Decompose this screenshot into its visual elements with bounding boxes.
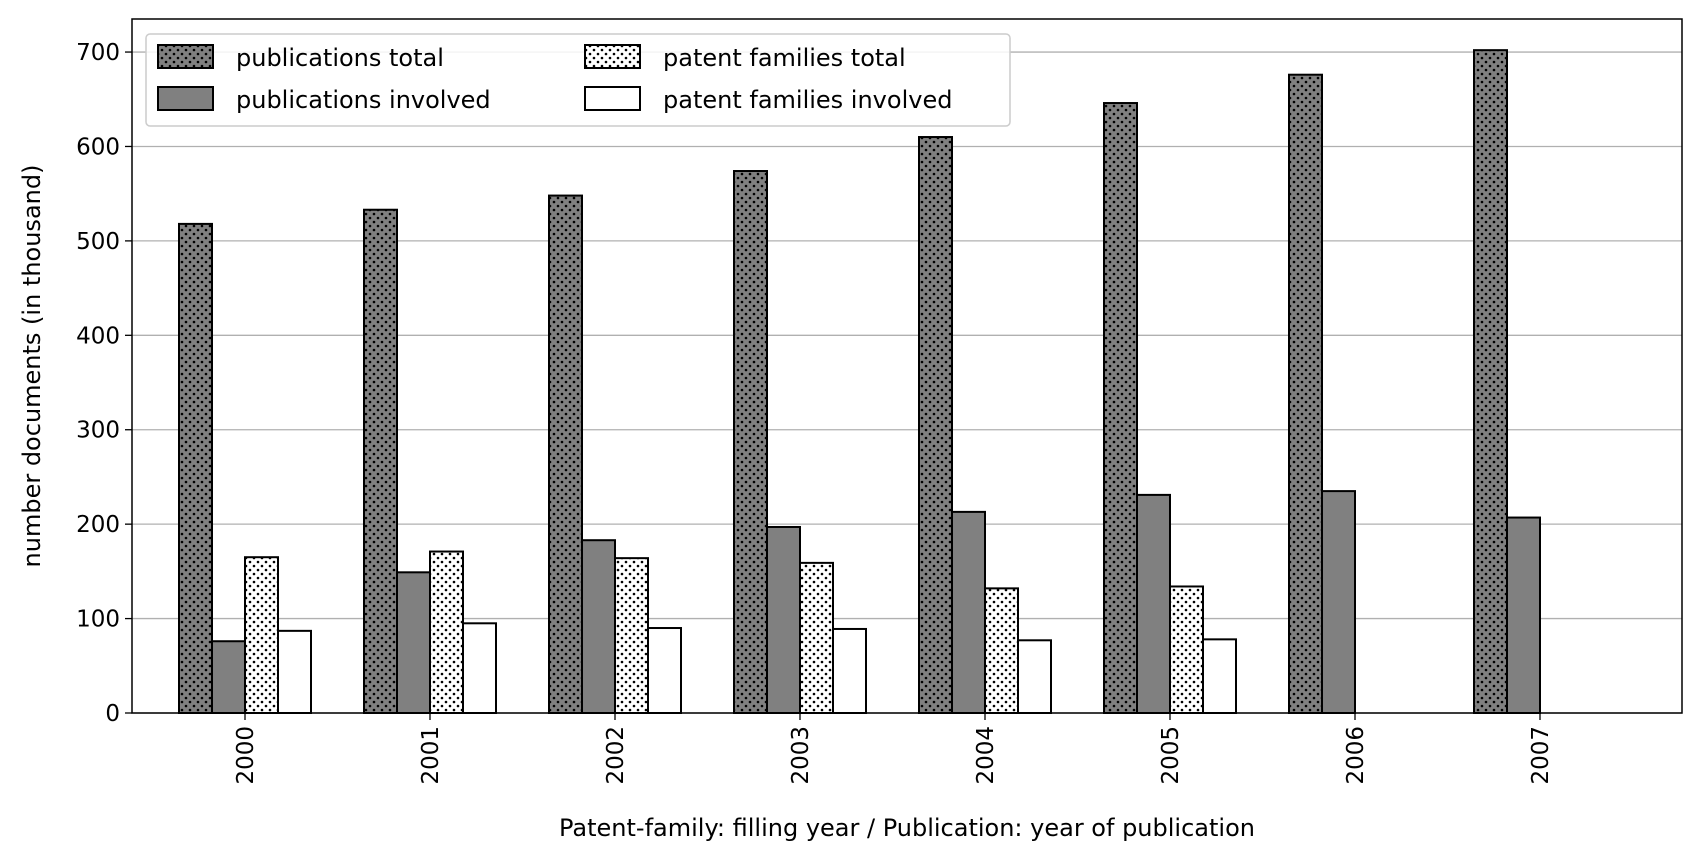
y-tick-label: 500 bbox=[76, 229, 120, 255]
bar-publications-total-2004 bbox=[919, 137, 952, 713]
bar-patent-families-involved-2002 bbox=[648, 628, 681, 713]
legend-label: publications involved bbox=[236, 86, 491, 114]
x-tick-label: 2004 bbox=[973, 726, 999, 785]
legend-label: publications total bbox=[236, 44, 444, 72]
x-axis: 2000 2001 2002 2003 2004 2005 2006 2007 bbox=[233, 713, 1554, 785]
y-tick-label: 0 bbox=[105, 701, 120, 727]
x-axis-label: Patent-family: filling year / Publicatio… bbox=[559, 814, 1255, 842]
bar-publications-involved-2001 bbox=[397, 572, 430, 713]
bar-publications-involved-2002 bbox=[582, 540, 615, 713]
bar-publications-involved-2004 bbox=[952, 512, 985, 713]
x-tick-label: 2006 bbox=[1343, 726, 1369, 785]
y-tick-label: 400 bbox=[76, 323, 120, 349]
y-tick-label: 600 bbox=[76, 134, 120, 160]
bar-publications-total-2002 bbox=[549, 196, 582, 713]
y-tick-label: 700 bbox=[76, 40, 120, 66]
bar-patent-families-total-2001 bbox=[430, 552, 463, 713]
bar-publications-total-2007 bbox=[1474, 50, 1507, 713]
bar-publications-total-2001 bbox=[364, 210, 397, 713]
legend-label: patent families involved bbox=[663, 86, 952, 114]
bar-publications-total-2000 bbox=[179, 224, 212, 713]
bar-publications-involved-2000 bbox=[212, 641, 245, 713]
bar-publications-involved-2005 bbox=[1137, 495, 1170, 713]
bar-publications-involved-2007 bbox=[1507, 518, 1540, 713]
y-tick-label: 100 bbox=[76, 607, 120, 633]
legend: publications total publications involved p… bbox=[146, 34, 1010, 126]
x-tick-label: 2001 bbox=[418, 726, 444, 785]
y-tick-label: 300 bbox=[76, 418, 120, 444]
bar-patent-families-involved-2001 bbox=[463, 623, 496, 713]
bar-publications-total-2003 bbox=[734, 171, 767, 713]
bar-publications-total-2005 bbox=[1104, 103, 1137, 713]
legend-swatch bbox=[158, 87, 213, 110]
bar-patent-families-total-2003 bbox=[800, 563, 833, 713]
x-tick-label: 2003 bbox=[788, 726, 814, 785]
bar-patent-families-involved-2000 bbox=[278, 631, 311, 713]
bars bbox=[179, 50, 1540, 713]
bar-patent-families-involved-2004 bbox=[1018, 640, 1051, 713]
bar-patent-families-involved-2003 bbox=[833, 629, 866, 713]
x-tick-label: 2005 bbox=[1158, 726, 1184, 785]
bar-patent-families-total-2002 bbox=[615, 558, 648, 713]
legend-swatch bbox=[585, 45, 640, 68]
x-tick-label: 2007 bbox=[1528, 726, 1554, 785]
y-axis: 0 100 200 300 400 500 600 700 bbox=[76, 40, 132, 727]
bar-publications-involved-2003 bbox=[767, 527, 800, 713]
y-tick-label: 200 bbox=[76, 512, 120, 538]
legend-swatch bbox=[585, 87, 640, 110]
x-tick-label: 2002 bbox=[603, 726, 629, 785]
bar-publications-total-2006 bbox=[1289, 75, 1322, 713]
y-axis-label: number documents (in thousand) bbox=[18, 165, 46, 568]
bar-patent-families-total-2004 bbox=[985, 588, 1018, 713]
legend-swatch bbox=[158, 45, 213, 68]
bar-patent-families-involved-2005 bbox=[1203, 639, 1236, 713]
x-tick-label: 2000 bbox=[233, 726, 259, 785]
bar-publications-involved-2006 bbox=[1322, 491, 1355, 713]
bar-patent-families-total-2000 bbox=[245, 557, 278, 713]
bar-patent-families-total-2005 bbox=[1170, 586, 1203, 713]
legend-label: patent families total bbox=[663, 44, 906, 72]
